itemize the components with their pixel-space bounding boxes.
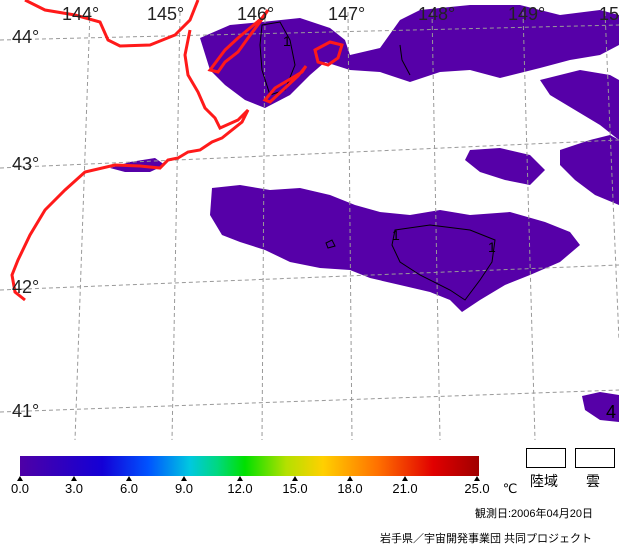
legend-cloud-label: 雲	[586, 473, 600, 489]
colorbar-tick	[126, 476, 132, 481]
lat-label-43: 43°	[12, 154, 40, 174]
colorbar-label-6: 6.0	[119, 481, 139, 496]
legend-land-swatch	[526, 448, 566, 468]
contour-label-2: 1	[392, 227, 400, 243]
colorbar-label-15: 15.0	[282, 481, 308, 496]
contour-north-east	[399, 44, 411, 76]
lon-line-147	[347, 11, 353, 440]
colorbar-tick	[292, 476, 298, 481]
lon-label-144: 144°	[62, 4, 100, 24]
sst-patches	[110, 5, 619, 422]
colorbar-tick	[17, 476, 23, 481]
colorbar-label-0: 0.0	[10, 481, 30, 496]
legend-land-label: 陸域	[530, 473, 558, 489]
colorbar-label-21: 21.0	[392, 481, 418, 496]
sst-patch-east	[560, 135, 619, 205]
colorbar-label-18: 18.0	[337, 481, 363, 496]
sst-patch-mid	[465, 148, 545, 185]
contour-label-1: 1	[283, 33, 291, 49]
lon-line-144	[74, 11, 91, 440]
coast-shiretoko	[207, 9, 270, 74]
coast-kunashiri	[262, 65, 308, 104]
sst-patch-northeast	[540, 70, 619, 140]
colorbar-tick	[181, 476, 187, 481]
colorbar-label-25: 25.0	[464, 481, 490, 496]
lon-label-147: 147°	[328, 4, 366, 24]
colorbar-tick	[474, 476, 480, 481]
lon-label-146: 146°	[237, 4, 275, 24]
contour-label-4: 4	[606, 402, 616, 422]
sst-patch-north	[200, 5, 619, 108]
colorbar-unit: ℃	[502, 481, 518, 496]
sst-map: 1 1 1 4	[0, 0, 619, 440]
colorbar-tick	[237, 476, 243, 481]
lat-label-41: 41°	[12, 401, 40, 421]
colorbar-label-3: 3.0	[64, 481, 84, 496]
lon-line-148	[431, 11, 441, 440]
colorbar-tick	[71, 476, 77, 481]
sst-patch-southeast	[582, 392, 619, 422]
colorbar-label-9: 9.0	[174, 481, 194, 496]
lon-line-149	[522, 11, 536, 440]
observation-date: 観測日:2006年04月20日	[475, 508, 593, 520]
lat-label-42: 42°	[12, 277, 40, 297]
colorbar-tick	[402, 476, 408, 481]
lon-label-149: 149°	[508, 4, 546, 24]
lon-line-146	[261, 11, 266, 440]
coastlines	[10, 0, 344, 302]
lat-line-43	[0, 139, 619, 169]
coast-hokkaido-east	[10, 29, 250, 302]
contour-small	[325, 239, 336, 249]
lon-line-150	[604, 11, 619, 341]
legend-cloud-swatch	[575, 448, 615, 468]
lon-label-150: 15	[599, 4, 619, 24]
colorbar-tick	[347, 476, 353, 481]
lat-label-44: 44°	[12, 27, 40, 47]
credit-text: 岩手県／宇宙開発事業団 共同プロジェクト	[380, 533, 593, 545]
coast-etorofu	[313, 40, 344, 67]
contour-central	[391, 224, 496, 301]
lat-line-41	[0, 389, 619, 413]
lat-line-44	[0, 24, 619, 41]
lon-line-145	[171, 11, 181, 440]
lon-label-148: 148°	[418, 4, 456, 24]
graticule	[0, 11, 619, 440]
coast-hokkaido-north	[24, 0, 200, 48]
lon-label-145: 145°	[147, 4, 185, 24]
lat-line-42	[0, 264, 619, 291]
contour-label-3: 1	[488, 239, 496, 255]
sst-patch-central	[210, 185, 580, 312]
colorbar-label-12: 12.0	[227, 481, 253, 496]
sst-colorbar	[20, 456, 479, 476]
